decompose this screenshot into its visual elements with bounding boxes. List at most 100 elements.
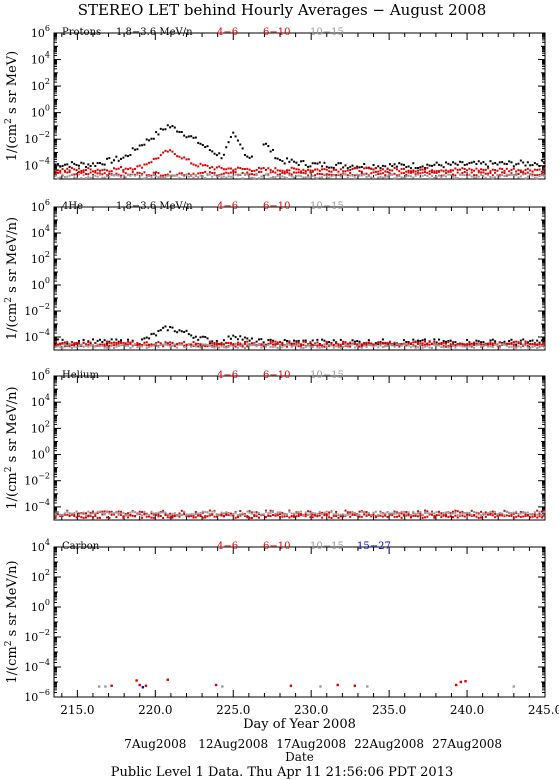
data-point bbox=[423, 171, 426, 174]
data-point bbox=[178, 155, 181, 158]
data-point bbox=[98, 516, 101, 519]
data-point bbox=[269, 515, 272, 518]
data-point bbox=[344, 173, 347, 176]
data-point bbox=[152, 171, 155, 174]
data-point bbox=[524, 513, 527, 516]
data-point bbox=[449, 169, 452, 172]
data-point bbox=[293, 515, 296, 518]
data-point bbox=[377, 176, 380, 179]
data-point bbox=[342, 342, 345, 345]
data-point bbox=[498, 514, 501, 517]
data-point bbox=[152, 513, 155, 516]
data-point bbox=[192, 163, 195, 166]
data-point bbox=[274, 343, 277, 346]
data-point bbox=[272, 176, 275, 179]
data-point bbox=[300, 513, 303, 516]
data-point bbox=[526, 161, 529, 164]
data-point bbox=[342, 515, 345, 518]
data-point bbox=[220, 341, 223, 344]
data-point bbox=[234, 135, 237, 138]
data-point bbox=[276, 513, 279, 516]
data-point bbox=[316, 344, 319, 347]
data-point bbox=[218, 346, 221, 349]
data-point bbox=[229, 135, 232, 138]
data-point bbox=[105, 169, 108, 172]
data-point bbox=[77, 340, 80, 343]
data-point bbox=[281, 346, 284, 349]
data-point bbox=[162, 174, 165, 177]
data-point bbox=[225, 346, 228, 349]
data-point bbox=[293, 344, 296, 347]
data-point bbox=[267, 339, 270, 342]
data-point bbox=[197, 344, 200, 347]
data-point bbox=[201, 511, 204, 514]
data-point bbox=[344, 341, 347, 344]
data-point bbox=[117, 340, 120, 343]
data-point bbox=[255, 512, 258, 515]
data-point bbox=[108, 344, 111, 347]
legend-entry: 1.8−3.6 MeV/n bbox=[116, 201, 193, 212]
data-point bbox=[104, 685, 107, 688]
data-point bbox=[159, 515, 162, 518]
data-point bbox=[260, 170, 263, 173]
data-point bbox=[96, 512, 99, 515]
data-point bbox=[477, 169, 480, 172]
data-point bbox=[220, 157, 223, 160]
data-point bbox=[438, 342, 441, 345]
data-point bbox=[538, 512, 541, 515]
data-point bbox=[400, 163, 403, 166]
data-point bbox=[466, 163, 469, 166]
data-point bbox=[283, 176, 286, 179]
data-point bbox=[473, 160, 476, 163]
data-point bbox=[409, 171, 412, 174]
data-point bbox=[77, 342, 80, 345]
data-point bbox=[466, 175, 469, 178]
data-points bbox=[54, 325, 546, 350]
data-point bbox=[77, 173, 80, 176]
data-point bbox=[215, 515, 218, 518]
data-point bbox=[63, 343, 66, 346]
data-point bbox=[480, 516, 483, 519]
legend-entry: 4−6 bbox=[217, 370, 238, 381]
data-point bbox=[204, 335, 207, 338]
data-point bbox=[120, 176, 123, 179]
data-point bbox=[381, 172, 384, 175]
data-point bbox=[246, 155, 249, 158]
data-point bbox=[309, 341, 312, 344]
data-point bbox=[477, 175, 480, 178]
data-point bbox=[473, 514, 476, 517]
data-point bbox=[412, 338, 415, 341]
data-point bbox=[360, 343, 363, 346]
data-point bbox=[388, 341, 391, 344]
data-point bbox=[402, 514, 405, 517]
data-point bbox=[337, 516, 340, 519]
data-point bbox=[526, 346, 529, 349]
data-point bbox=[229, 512, 232, 515]
y-tick-label: 104 bbox=[31, 393, 50, 409]
data-point bbox=[225, 146, 228, 149]
data-point bbox=[204, 345, 207, 348]
data-point bbox=[533, 177, 536, 180]
data-point bbox=[293, 160, 296, 163]
data-point bbox=[190, 343, 193, 346]
data-point bbox=[442, 511, 445, 514]
data-point bbox=[101, 512, 104, 515]
data-point bbox=[267, 344, 270, 347]
data-point bbox=[269, 345, 272, 348]
data-point bbox=[110, 510, 113, 513]
data-point bbox=[236, 174, 239, 177]
data-point bbox=[519, 171, 522, 174]
data-point bbox=[447, 170, 450, 173]
data-point bbox=[442, 166, 445, 169]
data-point bbox=[353, 177, 356, 180]
data-point bbox=[232, 343, 235, 346]
data-point bbox=[538, 165, 541, 168]
data-point bbox=[232, 345, 235, 348]
data-point bbox=[129, 342, 132, 345]
data-point bbox=[117, 159, 120, 162]
data-point bbox=[421, 174, 424, 177]
data-point bbox=[524, 342, 527, 345]
data-point bbox=[180, 157, 183, 160]
data-point bbox=[346, 342, 349, 345]
